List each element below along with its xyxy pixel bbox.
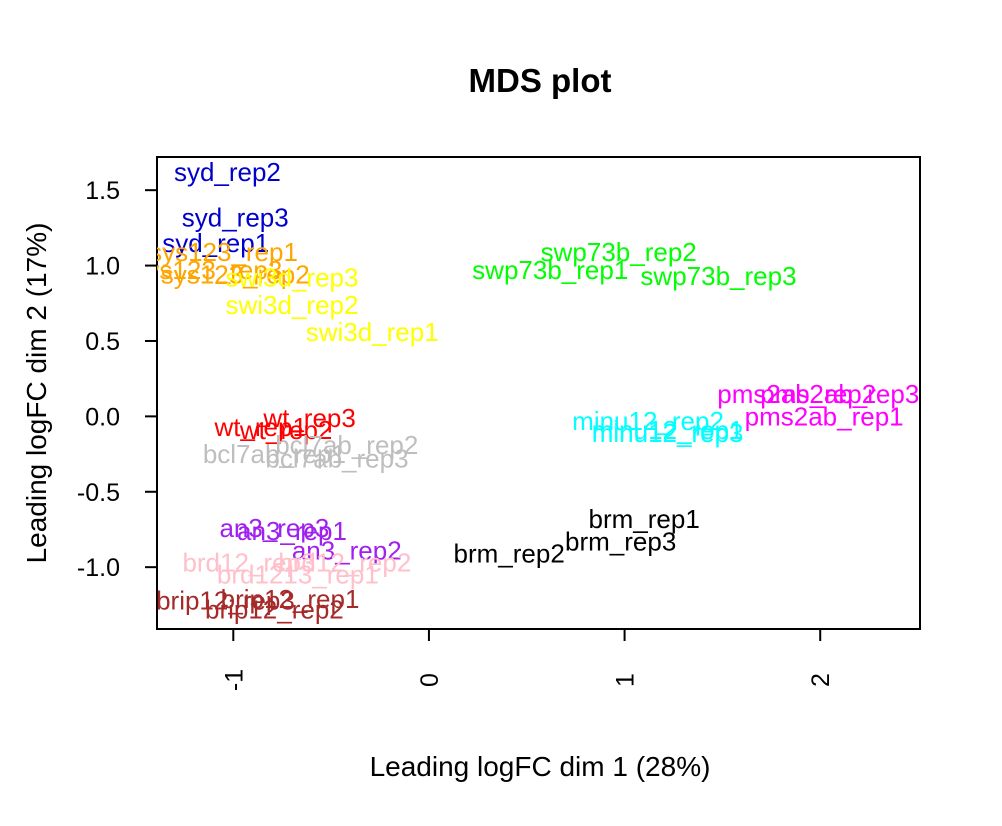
point-label: swi3d_rep3 — [226, 263, 359, 293]
point-label: brm_rep1 — [589, 504, 700, 534]
point-label: brm_rep2 — [454, 539, 565, 569]
chart-title: MDS plot — [469, 62, 612, 99]
point-label: sys123_rep1 — [149, 237, 298, 267]
point-label: syd_rep1 — [162, 228, 269, 258]
y-tick-label: -0.5 — [77, 479, 120, 507]
point-label: wt_rep3 — [262, 403, 356, 433]
point-label: swi3d_rep2 — [226, 290, 359, 320]
point-label: pms2ab_rep2 — [717, 379, 876, 409]
x-tick-label: 2 — [807, 673, 835, 687]
point-label: brd12_rep3 — [182, 548, 315, 578]
point-label: syd_rep3 — [182, 202, 289, 232]
point-label: bcl7ab_rep3 — [265, 444, 408, 474]
y-tick-label: 0.5 — [85, 328, 120, 356]
point-label: brm_rep3 — [565, 527, 676, 557]
point-label: an3_rep2 — [292, 536, 402, 566]
point-label: an3_rep3 — [219, 513, 329, 543]
x-axis-label: Leading logFC dim 1 (28%) — [370, 751, 711, 782]
point-label: minu12_rep1 — [592, 415, 744, 445]
point-label: pms2ab_rep1 — [745, 401, 904, 431]
point-label: minu12_rep2 — [572, 406, 724, 436]
point-label: brd1213_rep1 — [217, 560, 379, 590]
point-label: brip12_rep3 — [156, 585, 295, 615]
point-label: sys123_rep3 — [133, 255, 282, 285]
point-label: an3_rep1 — [237, 516, 347, 546]
point-label: swp73b_rep2 — [541, 237, 697, 267]
x-tick-label: -1 — [220, 669, 248, 691]
point-label: brip12_rep1 — [221, 584, 360, 614]
y-tick-label: 1.5 — [85, 177, 120, 205]
point-label: bcl7ab_rep2 — [275, 430, 418, 460]
point-label: syd_rep2 — [174, 157, 281, 187]
y-tick-label: 1.0 — [85, 253, 120, 281]
y-tick-label: 0.0 — [85, 403, 120, 431]
y-axis-label: Leading logFC dim 2 (17%) — [21, 223, 52, 564]
point-label: sys123_rep2 — [161, 260, 310, 290]
point-label: swp73b_rep1 — [472, 255, 628, 285]
point-label: minu12_rep3 — [592, 418, 744, 448]
point-label: swi3d_rep1 — [306, 317, 439, 347]
x-tick-label: 0 — [416, 673, 444, 687]
point-label: brip12_rep2 — [205, 594, 344, 624]
point-label: brd12_rep2 — [278, 548, 411, 578]
y-tick-label: -1.0 — [77, 554, 120, 582]
point-label: bcl7ab_rep1 — [203, 439, 346, 469]
point-label: wt_rep1 — [213, 412, 307, 442]
point-label: pms2ab_rep3 — [760, 379, 919, 409]
y-axis: -1.0 -0.5 0.0 0.5 1.0 1.5 — [77, 177, 158, 582]
x-tick-label: 1 — [612, 673, 640, 687]
point-label: swp73b_rep3 — [640, 261, 796, 291]
point-label: wt_rep2 — [239, 415, 333, 445]
x-axis: -1 0 1 2 — [220, 628, 835, 691]
point-labels: syd_rep2 syd_rep3syd_rep1sys123_rep1sys12… — [133, 157, 919, 624]
